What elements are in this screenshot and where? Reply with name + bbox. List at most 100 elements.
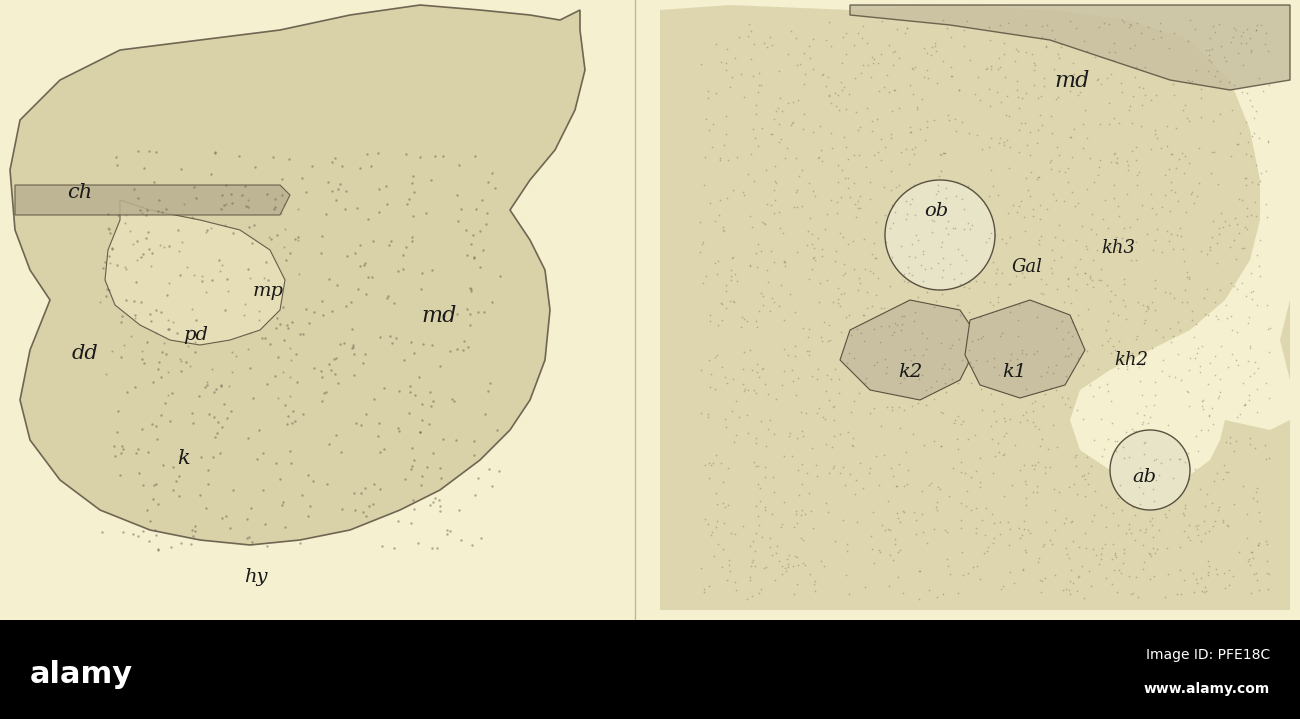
Point [805, 585, 826, 597]
Point [1130, 375, 1150, 387]
Point [1078, 467, 1098, 479]
Point [983, 467, 1004, 478]
Point [1024, 79, 1045, 91]
Point [806, 374, 827, 385]
Point [881, 165, 902, 176]
Point [853, 20, 874, 32]
Point [976, 63, 997, 74]
Point [754, 378, 775, 390]
Point [1113, 558, 1134, 569]
Point [139, 308, 160, 319]
Point [732, 378, 753, 390]
Point [1134, 539, 1154, 551]
Point [706, 268, 727, 280]
Point [1161, 228, 1182, 239]
Point [446, 308, 467, 320]
Point [147, 498, 168, 510]
Point [913, 526, 933, 537]
Point [170, 538, 191, 549]
Point [1004, 370, 1024, 382]
Point [1231, 277, 1252, 288]
Point [712, 313, 733, 325]
Point [1192, 341, 1213, 352]
Point [864, 150, 885, 161]
Point [922, 226, 942, 237]
Point [156, 289, 177, 301]
Point [868, 544, 889, 556]
Point [866, 450, 887, 462]
Point [1161, 177, 1182, 188]
Point [940, 258, 961, 270]
Point [1179, 364, 1200, 375]
Point [1178, 387, 1199, 398]
Point [211, 380, 231, 392]
Point [734, 347, 755, 358]
Point [1178, 35, 1199, 47]
Point [473, 306, 494, 318]
Point [844, 150, 865, 161]
Point [295, 303, 316, 314]
Point [400, 336, 421, 348]
Point [736, 409, 757, 421]
Point [326, 429, 347, 441]
Point [480, 377, 500, 388]
Point [1247, 19, 1268, 31]
Point [469, 261, 490, 273]
Point [1049, 149, 1070, 160]
Point [1141, 342, 1162, 354]
Point [347, 202, 368, 214]
Point [759, 31, 780, 42]
Point [1126, 426, 1147, 437]
Point [952, 193, 972, 205]
Point [287, 232, 308, 243]
Point [1226, 436, 1247, 447]
Point [818, 506, 839, 518]
Point [864, 252, 885, 264]
Point [936, 527, 957, 539]
Point [1136, 300, 1157, 311]
Point [866, 252, 887, 263]
Point [1121, 19, 1141, 31]
Point [1235, 173, 1256, 184]
Point [1121, 527, 1141, 539]
Point [1176, 112, 1197, 124]
Point [976, 63, 997, 75]
Point [957, 218, 978, 229]
Point [948, 299, 968, 311]
Point [1036, 278, 1057, 290]
Point [793, 431, 814, 442]
Point [737, 30, 758, 42]
Point [1087, 169, 1108, 180]
Point [234, 180, 255, 192]
Point [920, 381, 941, 393]
Point [1097, 223, 1118, 234]
Point [1000, 141, 1021, 152]
Point [1000, 567, 1021, 578]
Point [812, 243, 833, 255]
Point [136, 504, 157, 516]
Point [1240, 94, 1261, 106]
Point [1102, 417, 1123, 429]
Point [112, 311, 133, 322]
Point [1184, 463, 1205, 475]
Point [1062, 330, 1083, 342]
Point [701, 142, 722, 153]
Point [970, 332, 991, 344]
Point [1071, 470, 1092, 482]
Point [150, 194, 170, 206]
Point [703, 550, 724, 562]
Point [829, 428, 850, 439]
Point [1147, 90, 1167, 101]
Point [1160, 454, 1180, 465]
Point [322, 186, 343, 197]
Point [831, 76, 852, 88]
Point [1232, 377, 1253, 389]
Point [1117, 363, 1138, 375]
Point [953, 24, 974, 35]
Point [1104, 148, 1124, 160]
Point [785, 389, 806, 400]
Point [903, 429, 924, 440]
Point [1170, 374, 1191, 385]
Point [802, 34, 823, 45]
Point [1145, 547, 1166, 559]
